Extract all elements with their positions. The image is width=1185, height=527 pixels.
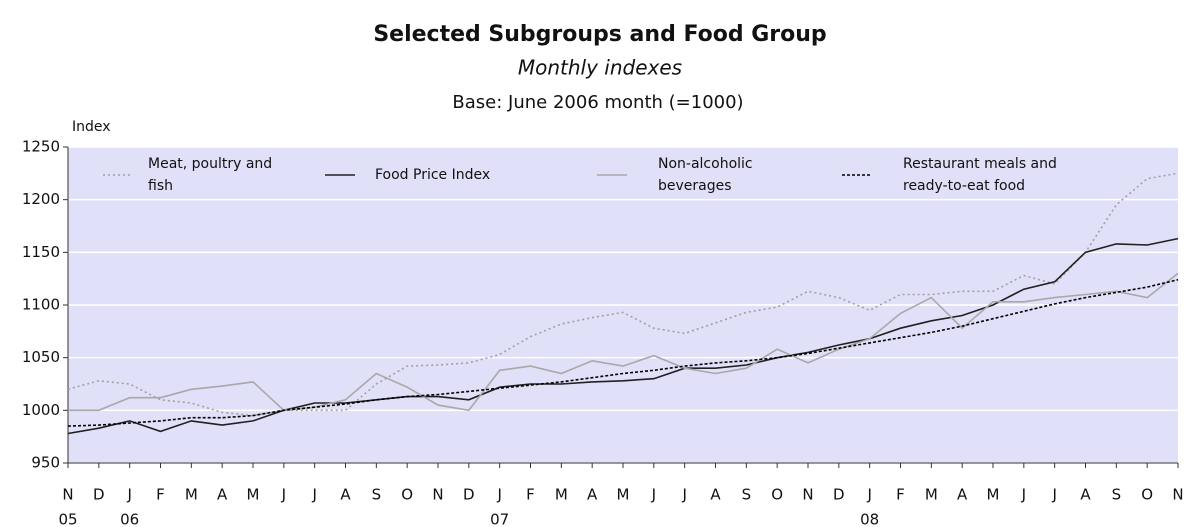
x-year-label: 08 — [860, 511, 879, 527]
x-tick-label: J — [651, 486, 656, 504]
y-axis-label: Index — [72, 119, 111, 135]
x-tick-label: N — [62, 486, 73, 504]
x-tick-label: A — [710, 486, 721, 504]
x-tick-label: M — [555, 486, 568, 504]
y-tick-label: 1250 — [22, 138, 60, 156]
x-tick-label: F — [526, 486, 535, 504]
x-tick-label: M — [987, 486, 1000, 504]
x-tick-label: S — [1112, 486, 1122, 504]
x-tick-label: D — [93, 486, 105, 504]
x-tick-label: A — [340, 486, 351, 504]
series-line — [67, 237, 1179, 435]
x-tick-label: D — [463, 486, 475, 504]
y-tick-label: 1000 — [22, 401, 60, 419]
x-tick-label: M — [617, 486, 630, 504]
series-line — [67, 278, 1179, 427]
x-tick-label: M — [185, 486, 198, 504]
x-year-label: 07 — [490, 511, 509, 527]
x-tick-label: F — [896, 486, 905, 504]
x-year-label: 06 — [120, 511, 139, 527]
x-tick-label: S — [742, 486, 752, 504]
x-tick-label: J — [866, 486, 871, 504]
x-tick-label: J — [126, 486, 131, 504]
chart-subtitle: Monthly indexes — [518, 56, 682, 80]
x-tick-label: J — [1021, 486, 1026, 504]
x-tick-label: M — [247, 486, 260, 504]
x-tick-label: J — [496, 486, 501, 504]
x-tick-label: A — [587, 486, 598, 504]
x-tick-label: J — [311, 486, 316, 504]
legend-label: Meat, poultry and fish — [148, 156, 273, 194]
x-tick-label: S — [372, 486, 382, 504]
x-tick-label: D — [833, 486, 845, 504]
legend-label: Food Price Index — [375, 167, 491, 183]
x-tick-label: N — [1172, 486, 1183, 504]
y-tick-label: 1050 — [22, 348, 60, 366]
chart-note: Base: June 2006 month (=1000) — [452, 92, 743, 113]
legend-label: Restaurant meals and ready-to-eat food — [903, 156, 1057, 194]
x-tick-label: F — [156, 486, 165, 504]
chart-title: Selected Subgroups and Food Group — [373, 22, 826, 47]
x-tick-label: O — [401, 486, 413, 504]
x-tick-label: N — [432, 486, 443, 504]
x-tick-label: M — [925, 486, 938, 504]
x-tick-label: N — [802, 486, 813, 504]
x-tick-label: O — [1141, 486, 1153, 504]
y-tick-label: 1200 — [22, 190, 60, 208]
x-tick-label: J — [681, 486, 686, 504]
x-tick-label: J — [281, 486, 286, 504]
x-tick-label: A — [957, 486, 968, 504]
y-tick-label: 1150 — [22, 243, 60, 261]
x-year-label: 05 — [58, 511, 77, 527]
x-tick-label: J — [1051, 486, 1056, 504]
x-tick-label: O — [771, 486, 783, 504]
series-line — [68, 272, 1179, 412]
legend-label: Non-alcoholic beverages — [658, 156, 753, 194]
y-tick-label: 1100 — [22, 296, 60, 314]
y-tick-label: 950 — [31, 454, 60, 472]
x-tick-label: A — [1080, 486, 1091, 504]
x-tick-label: A — [217, 486, 228, 504]
